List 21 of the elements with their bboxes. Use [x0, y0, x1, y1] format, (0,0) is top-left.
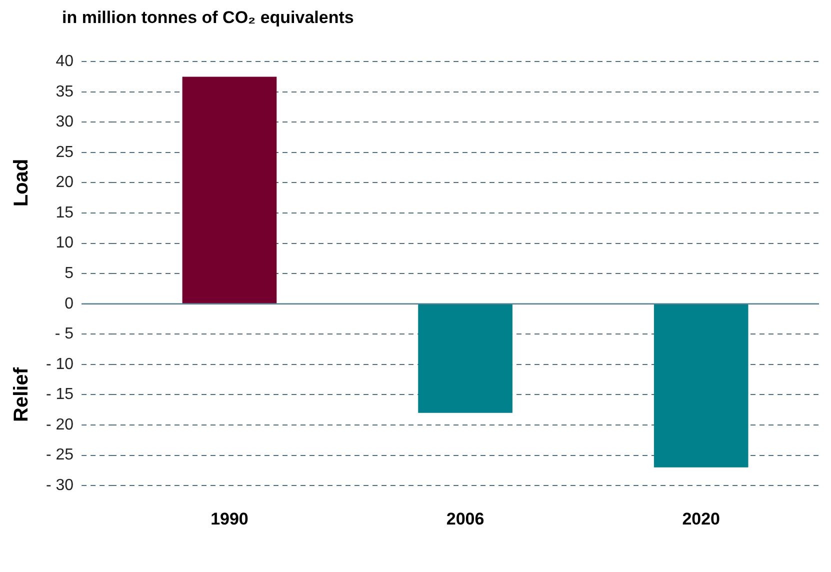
y-tick-label: - 10: [46, 356, 74, 373]
y-tick-label: - 30: [46, 477, 74, 494]
y-tick-label: - 5: [54, 326, 74, 343]
y-tick-label: 40: [56, 53, 74, 70]
y-tick-label: 15: [56, 204, 74, 222]
x-tick-label: 2020: [682, 509, 720, 528]
y-tick-label: - 25: [46, 446, 74, 464]
y-tick-label: 5: [64, 265, 74, 282]
x-tick-label: 1990: [210, 509, 248, 528]
y-tick-label: 20: [56, 174, 74, 192]
y-tick-label: 25: [56, 144, 74, 161]
y-tick-label: 0: [64, 295, 74, 312]
text: Load: [10, 158, 33, 207]
y-tick-label: - 20: [46, 416, 74, 434]
text: Relief: [10, 367, 33, 422]
y-tick-label: 35: [56, 83, 74, 100]
y-tick-label: - 15: [46, 386, 74, 404]
y-tick-label: 30: [56, 114, 74, 131]
x-tick-label: 2006: [446, 509, 484, 528]
chart-title: in million tonnes of CO₂ equivalents: [62, 8, 355, 28]
y-tick-label: 10: [56, 234, 74, 252]
